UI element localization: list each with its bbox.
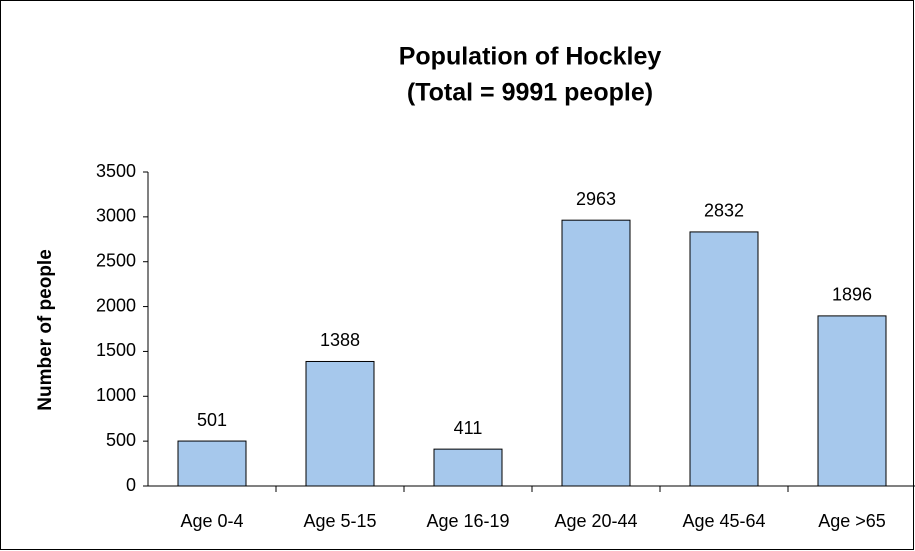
- data-label: 2832: [704, 201, 744, 221]
- x-tick-label: Age 20-44: [554, 511, 637, 531]
- y-tick-label: 1000: [96, 385, 136, 405]
- y-tick-label: 2000: [96, 295, 136, 315]
- y-axis-title: Number of people: [35, 249, 56, 411]
- y-tick-label: 2500: [96, 250, 136, 270]
- data-label: 2963: [576, 189, 616, 209]
- y-tick-label: 3000: [96, 206, 136, 226]
- x-tick-label: Age 16-19: [426, 511, 509, 531]
- bar: [689, 231, 759, 487]
- y-tick-label: 3500: [96, 161, 136, 181]
- data-label: 1388: [320, 330, 360, 350]
- y-tick-label: 1500: [96, 340, 136, 360]
- x-tick-label: Age 45-64: [682, 511, 765, 531]
- data-label: 1896: [832, 285, 872, 305]
- y-tick-label: 500: [106, 430, 136, 450]
- chart-subtitle: (Total = 9991 people): [407, 79, 653, 107]
- x-tick-label: Age 5-15: [303, 511, 376, 531]
- bar: [177, 440, 247, 487]
- chart-title: Population of Hockley: [399, 43, 662, 71]
- bar: [305, 360, 375, 487]
- data-label: 411: [454, 418, 483, 438]
- bar: [433, 448, 503, 487]
- y-tick-label: 0: [126, 475, 136, 495]
- bar: [817, 315, 887, 487]
- data-label: 501: [197, 410, 227, 430]
- x-tick-label: Age 0-4: [180, 511, 243, 531]
- bar: [561, 219, 631, 487]
- x-tick-label: Age >65: [818, 511, 886, 531]
